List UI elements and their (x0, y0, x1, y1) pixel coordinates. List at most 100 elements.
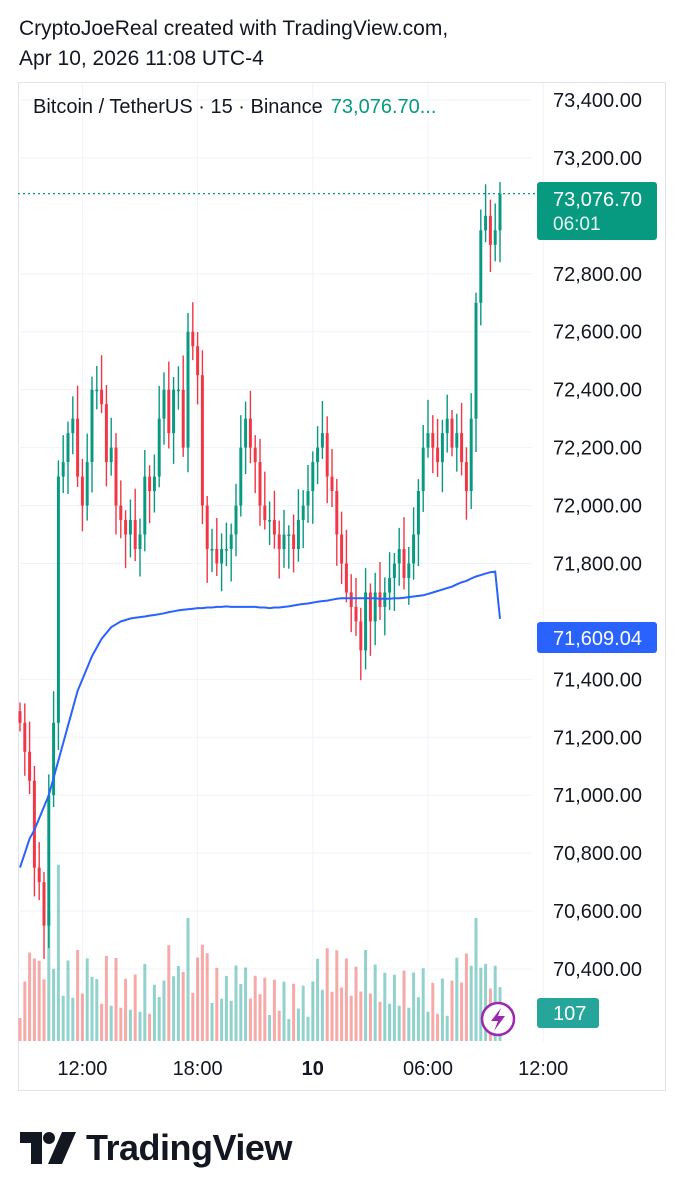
symbol-legend[interactable]: Bitcoin / TetherUS · 15 · Binance 73,076.… (33, 94, 436, 120)
candle-body (109, 447, 113, 463)
price-tick-label: 72,400.00 (553, 380, 642, 402)
volume-bar (397, 1005, 401, 1041)
volume-bar (157, 997, 161, 1041)
volume-bar (176, 966, 180, 1041)
candle-body (359, 621, 363, 651)
author-line: CryptoJoeReal created with TradingView.c… (19, 17, 449, 40)
volume-bar (325, 948, 329, 1041)
candle-body (277, 534, 281, 549)
volume-bar (28, 952, 32, 1041)
volume-bar (416, 997, 420, 1041)
volume-bar (301, 985, 305, 1041)
volume-bar (128, 1009, 132, 1041)
volume-bar (119, 1007, 123, 1041)
candle-body (196, 346, 200, 376)
candle-body (244, 418, 248, 448)
candle-body (239, 447, 243, 506)
candle-body (493, 230, 497, 245)
volume-bar (244, 967, 248, 1041)
last-price-badge: 73,076.70 06:01 (537, 182, 657, 240)
candlesticks (18, 182, 502, 959)
price-tick-label: 72,600.00 (553, 322, 642, 344)
volume-bar (359, 991, 363, 1041)
volume-bar (100, 1003, 104, 1041)
timestamp-line: Apr 10, 2026 11:08 UTC-4 (19, 47, 264, 70)
volume-bar (196, 957, 200, 1041)
volume-bar (200, 944, 204, 1041)
candle-body (114, 447, 118, 506)
candle-body (392, 563, 396, 578)
candle-body (61, 462, 65, 477)
candle-body (23, 722, 27, 752)
volume-bar (181, 972, 185, 1041)
volume-bar (378, 1001, 382, 1041)
volume-bar (61, 995, 65, 1041)
candle-body (71, 418, 75, 434)
candle-body (460, 433, 464, 463)
candle-body (344, 563, 348, 593)
volume-bar (215, 967, 219, 1041)
candle-body (426, 433, 430, 448)
volume-bar (460, 982, 464, 1041)
candle-body (292, 534, 296, 549)
candle-body (148, 476, 152, 492)
candle-body (340, 534, 344, 564)
candle-body (397, 549, 401, 564)
candle-body (464, 462, 468, 492)
candle-body (220, 549, 224, 564)
candle-body (37, 867, 41, 883)
candle-body (296, 520, 300, 549)
flash-icon[interactable] (480, 1001, 516, 1037)
volume-bar (268, 1015, 272, 1041)
volume-bar (143, 964, 147, 1041)
volume-bar (90, 976, 94, 1041)
volume-bar (469, 965, 473, 1041)
volume-bar (292, 983, 296, 1041)
volume-bar (349, 995, 353, 1041)
candle-body (445, 418, 449, 434)
candle-body (412, 534, 416, 564)
volume-badge: 107 (537, 998, 599, 1028)
candle-body (224, 549, 228, 551)
volume-bars (18, 864, 502, 1041)
volume-bar (330, 991, 334, 1041)
volume-bar (272, 979, 276, 1041)
candle-body (484, 215, 488, 231)
candle-body (124, 520, 128, 535)
candle-body (100, 389, 104, 405)
volume-bar (364, 950, 368, 1041)
price-tick-label: 73,200.00 (553, 148, 642, 170)
candle-body (119, 505, 123, 521)
volume-bar (316, 958, 320, 1041)
volume-bar (85, 958, 89, 1041)
candle-body (479, 230, 483, 303)
candle-body (215, 549, 219, 564)
candle-body (28, 751, 32, 781)
candle-body (488, 215, 492, 245)
time-tick-label: 12:00 (57, 1058, 107, 1080)
candle-body (282, 534, 286, 549)
price-tick-label: 70,600.00 (553, 901, 642, 923)
candle-body (402, 549, 406, 578)
volume-bar (383, 972, 387, 1041)
candle-body (325, 433, 329, 477)
candle-body (76, 418, 80, 477)
candle-body (498, 193, 502, 231)
candle-body (263, 505, 267, 521)
time-tick-label: 18:00 (173, 1058, 223, 1080)
candle-body (95, 389, 99, 392)
candle-body (56, 476, 60, 723)
volume-bar (224, 976, 228, 1041)
candle-body (306, 491, 310, 506)
volume-bar (52, 968, 56, 1041)
volume-bar (47, 912, 51, 1041)
volume-bar (239, 984, 243, 1041)
volume-bar (479, 967, 483, 1041)
volume-bar (162, 980, 166, 1041)
volume-bar (124, 978, 128, 1041)
candle-body (200, 375, 204, 506)
candle-body (176, 389, 180, 392)
candle-body (469, 418, 473, 492)
volume-bar (133, 974, 137, 1041)
